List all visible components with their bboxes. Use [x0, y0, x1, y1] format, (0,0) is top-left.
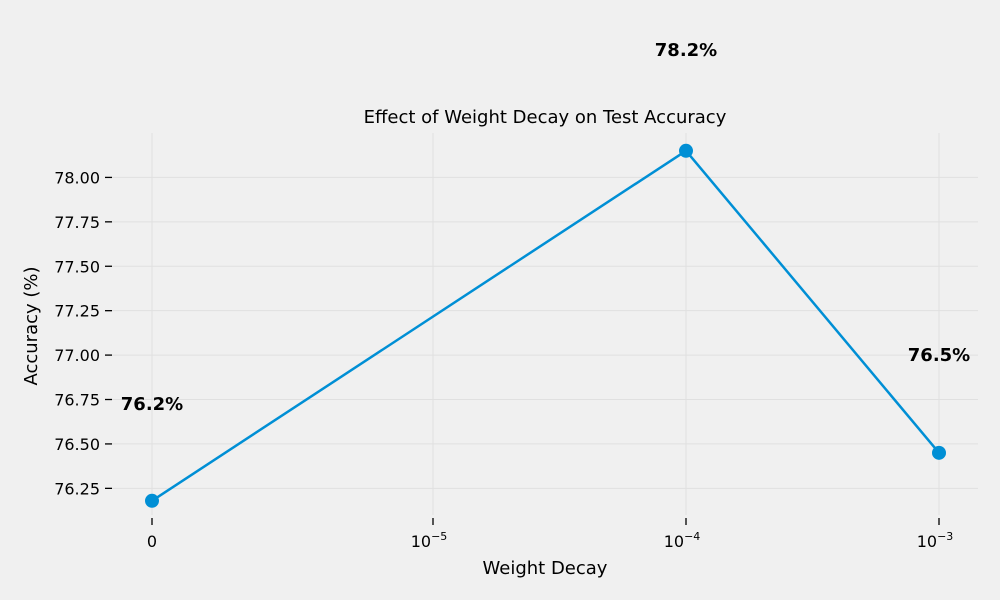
x-tick-label: 10−3 [917, 530, 954, 551]
data-label: 76.5% [908, 345, 970, 366]
x-tick-label: 10−5 [411, 530, 448, 551]
y-tick-label: 78.00 [54, 168, 100, 187]
y-tick-label: 76.50 [54, 435, 100, 454]
y-tick-label: 76.25 [54, 479, 100, 498]
data-label: 76.2% [121, 394, 183, 415]
label-layer: 76.2% 78.2% 76.5% [121, 40, 970, 415]
y-axis-title: Accuracy (%) [21, 266, 42, 385]
y-tick-label: 77.25 [54, 302, 100, 321]
y-tick-label: 77.75 [54, 213, 100, 232]
data-label: 78.2% [655, 40, 717, 61]
tick-layer: 76.25 76.50 76.75 77.00 77.25 77.50 77.75 78.00… [54, 168, 953, 551]
accuracy-line [151, 149, 940, 502]
y-tick-label: 77.00 [54, 346, 100, 365]
data-point [679, 143, 693, 158]
y-tick-label: 76.75 [54, 391, 100, 410]
chart-title: Effect of Weight Decay on Test Accuracy [364, 107, 727, 128]
grid-layer [108, 133, 978, 515]
data-point [145, 493, 159, 508]
series-layer [145, 143, 946, 508]
x-axis-title: Weight Decay [483, 558, 608, 579]
y-tick-label: 77.50 [54, 257, 100, 276]
x-tick-label: 0 [147, 532, 157, 551]
data-point [932, 445, 946, 460]
x-tick-label: 10−4 [664, 530, 701, 551]
